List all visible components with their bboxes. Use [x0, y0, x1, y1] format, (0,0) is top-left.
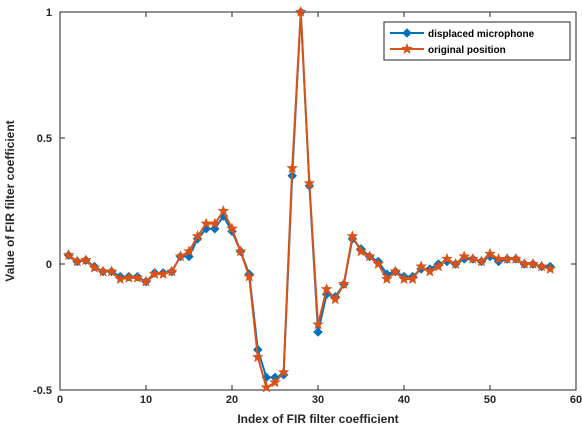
y-tick-label: -0.5: [33, 385, 52, 397]
data-point: [234, 245, 247, 257]
data-point: [303, 177, 316, 189]
data-point: [449, 257, 462, 270]
data-point: [527, 257, 539, 270]
data-point: [88, 261, 101, 273]
data-point: [294, 5, 307, 18]
data-point: [346, 230, 359, 242]
x-tick-label: 60: [570, 394, 582, 406]
x-axis-label: Index of FIR filter coefficient: [237, 412, 398, 426]
data-point: [475, 255, 488, 267]
y-tick-label: 0.5: [37, 133, 52, 145]
x-tick-label: 20: [226, 394, 238, 406]
x-tick-label: 40: [398, 394, 410, 406]
y-tick-label: 1: [46, 7, 52, 19]
data-point: [509, 252, 522, 264]
data-point: [269, 376, 281, 388]
legend-entry: displaced microphone: [428, 29, 535, 40]
data-point: [313, 327, 323, 337]
legend-entry: original position: [428, 45, 506, 56]
data-point: [484, 247, 496, 259]
data-point: [535, 260, 548, 272]
x-tick-label: 30: [312, 394, 324, 406]
legend-marker: [401, 42, 413, 55]
data-point: [312, 318, 324, 330]
data-point: [174, 250, 187, 262]
data-point: [105, 265, 118, 277]
data-point: [226, 222, 238, 234]
data-point: [389, 265, 402, 277]
data-point: [114, 272, 127, 285]
data-point: [466, 252, 479, 264]
x-tick-label: 50: [484, 394, 496, 406]
legend-box: [383, 21, 571, 61]
legend-marker: [402, 28, 412, 38]
data-point: [432, 260, 445, 272]
data-point: [165, 265, 178, 277]
data-point: [406, 272, 419, 285]
data-point: [329, 293, 342, 305]
y-tick-label: 0: [46, 259, 52, 271]
data-point: [62, 248, 75, 261]
data-point: [372, 257, 385, 270]
data-point: [251, 351, 264, 363]
data-point: [363, 250, 376, 262]
data-point: [243, 270, 256, 282]
data-point: [277, 366, 290, 378]
data-point: [157, 267, 170, 280]
data-point: [208, 217, 221, 229]
data-point: [131, 271, 144, 283]
x-tick-label: 0: [57, 394, 63, 406]
data-point: [260, 381, 273, 393]
data-point: [183, 245, 195, 257]
data-point: [79, 254, 92, 266]
data-point: [140, 275, 152, 287]
data-point: [320, 282, 333, 295]
axis-ticks: 0 10 20 30 40 50 60 -0.5 0 0.5 1: [33, 7, 582, 406]
series-layer: [62, 5, 557, 393]
x-tick-label: 10: [140, 394, 152, 406]
data-point: [217, 204, 230, 217]
series-1: [62, 5, 557, 393]
data-point: [71, 255, 84, 267]
legend: displaced microphone original position: [383, 21, 571, 61]
data-point: [415, 260, 428, 272]
data-point: [458, 250, 471, 262]
data-point: [423, 265, 436, 277]
data-point: [191, 230, 204, 242]
data-point: [544, 262, 557, 275]
data-point: [441, 252, 453, 264]
data-point: [355, 245, 367, 257]
data-point: [337, 277, 350, 290]
y-axis-label: Value of FIR filter coefficient: [3, 120, 17, 281]
data-point: [380, 272, 393, 285]
data-point: [286, 162, 299, 174]
